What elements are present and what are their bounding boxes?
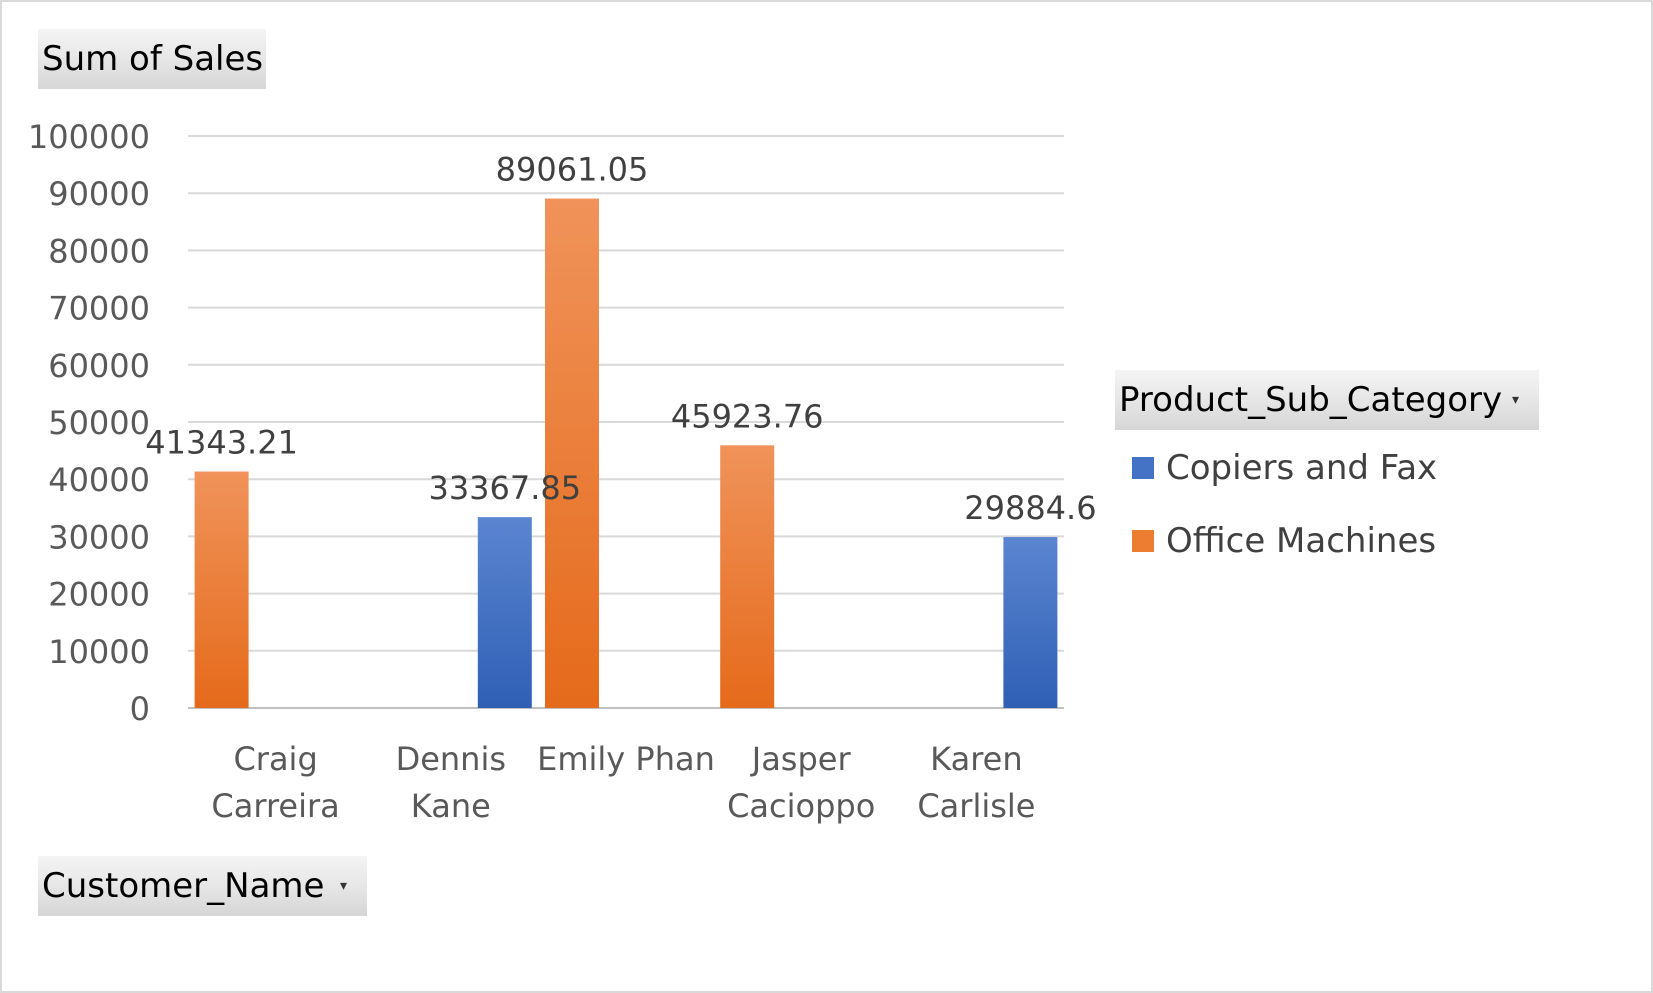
data-label: 45923.76	[671, 397, 824, 435]
y-tick-label: 90000	[48, 175, 150, 213]
axis-field-label: Customer_Name	[42, 866, 325, 906]
legend-field-label: Product_Sub_Category	[1119, 380, 1503, 420]
bars	[194, 198, 1058, 708]
legend-swatch-office-machines	[1132, 530, 1154, 552]
y-tick-label: 30000	[48, 518, 150, 556]
y-tick-label: 40000	[48, 461, 150, 499]
data-labels: 41343.21 33367.85 89061.05 45923.76 29884.6	[145, 151, 1096, 527]
axis-field-button[interactable]: Customer_Name ▾	[38, 856, 367, 916]
x-axis-category-labels: Craig Carreira Dennis Kane Emily Phan Jasper C…	[211, 740, 1035, 825]
bar-office-machines[interactable]	[545, 198, 599, 708]
y-tick-label: 50000	[48, 404, 150, 442]
x-category-label: Karen Carlisle	[917, 740, 1035, 825]
legend-label: Copiers and Fax	[1166, 448, 1438, 488]
data-label: 41343.21	[145, 424, 298, 462]
legend-swatch-copiers-and-fax	[1132, 457, 1154, 479]
y-tick-label: 0	[130, 690, 150, 728]
legend-label: Office Machines	[1166, 521, 1437, 561]
data-label: 89061.05	[496, 151, 649, 189]
data-label: 33367.85	[428, 469, 581, 507]
bar-copiers-and-fax[interactable]	[1003, 537, 1058, 708]
y-tick-label: 70000	[48, 290, 150, 328]
bar-copiers-and-fax[interactable]	[477, 517, 532, 708]
legend-field-button[interactable]: Product_Sub_Category ▾	[1115, 370, 1539, 430]
bar-office-machines[interactable]	[194, 471, 249, 708]
y-axis-tick-labels: 0 10000 20000 30000 40000 50000 60000 70000 8000…	[28, 118, 150, 728]
y-tick-label: 60000	[48, 347, 150, 385]
gridlines	[188, 135, 1064, 709]
dropdown-arrow-icon[interactable]: ▾	[339, 878, 347, 894]
bar-office-machines[interactable]	[720, 445, 775, 708]
dropdown-arrow-icon[interactable]: ▾	[1511, 392, 1519, 408]
x-category-label: Craig Carreira	[211, 740, 339, 825]
value-field-label: Sum of Sales	[42, 39, 264, 79]
data-label: 29884.6	[964, 489, 1096, 527]
y-tick-label: 20000	[48, 576, 150, 614]
x-category-label: Dennis Kane	[396, 740, 506, 825]
value-field-button[interactable]: Sum of Sales	[38, 29, 266, 89]
x-category-label: Jasper Cacioppo	[727, 740, 875, 825]
y-tick-label: 100000	[28, 118, 150, 156]
y-tick-label: 10000	[48, 633, 150, 671]
y-tick-label: 80000	[48, 232, 150, 270]
x-category-label: Emily Phan	[537, 740, 715, 778]
